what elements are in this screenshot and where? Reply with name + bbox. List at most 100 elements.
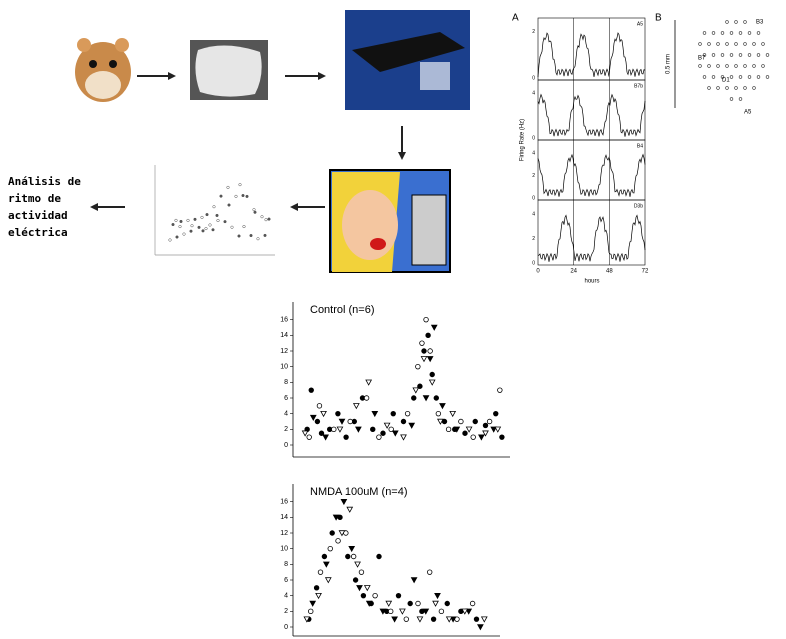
point [401, 419, 406, 424]
point [384, 423, 389, 428]
electrode [735, 43, 738, 46]
y-tick-label: 8 [284, 379, 288, 386]
label-line: ritmo de [8, 192, 61, 205]
point [421, 357, 426, 362]
electrode [744, 65, 747, 68]
point [422, 349, 427, 354]
point [483, 423, 488, 428]
point [356, 427, 361, 432]
mini-dot [264, 234, 267, 237]
panel-a: A502B7b04B4024D3b0240244872 [532, 18, 649, 275]
point [324, 562, 329, 567]
label-line: eléctrica [8, 226, 68, 239]
electrode [735, 87, 738, 90]
mini-dot [180, 220, 183, 223]
electrode [708, 43, 711, 46]
mini-dot [261, 215, 264, 218]
mini-dot [175, 219, 178, 222]
point [314, 586, 319, 591]
point [347, 507, 352, 512]
electrode [730, 76, 733, 79]
point [336, 411, 341, 416]
point [373, 593, 378, 598]
point [400, 609, 405, 614]
point [311, 415, 316, 420]
chamber [420, 62, 450, 90]
electrode [708, 65, 711, 68]
y-tick-label: 12 [280, 530, 288, 537]
electrode [748, 32, 751, 35]
electrode [757, 76, 760, 79]
arrow-head [318, 72, 326, 80]
point [436, 411, 441, 416]
y-tick-label: 4 [284, 411, 288, 418]
point [411, 396, 416, 401]
electrode [730, 54, 733, 57]
x-label: hours [584, 279, 599, 285]
mini-dot [235, 195, 238, 198]
mini-dot [190, 230, 193, 233]
point [361, 593, 366, 598]
point [493, 411, 498, 416]
electrode [739, 54, 742, 57]
mini-dot [242, 194, 245, 197]
electrode [730, 32, 733, 35]
point [470, 601, 475, 606]
point [430, 372, 435, 377]
point [463, 431, 468, 436]
point [348, 419, 353, 424]
electrode [739, 98, 742, 101]
y-tick-label: 2 [284, 426, 288, 433]
arrow-head [290, 203, 298, 211]
scale-label: 0.5 mm [666, 54, 672, 74]
trace-tick-label: 4 [532, 212, 535, 218]
y-tick-label: 0 [284, 624, 288, 631]
mini-dot [176, 236, 179, 239]
electrode-array [699, 21, 769, 101]
point [433, 601, 438, 606]
point [393, 431, 398, 436]
mini-dot [205, 227, 208, 230]
point [359, 570, 364, 575]
trace [538, 33, 645, 77]
point [413, 388, 418, 393]
mini-dot [254, 211, 257, 214]
point [323, 435, 328, 440]
electrode [739, 76, 742, 79]
y-tick-label: 14 [280, 514, 288, 521]
point [370, 427, 375, 432]
trace [538, 95, 645, 137]
mini-dot [227, 186, 230, 189]
electrode [717, 43, 720, 46]
mini-dot [239, 183, 242, 186]
mini-dot [228, 204, 231, 207]
electrode [699, 65, 702, 68]
mini-dot [238, 235, 241, 238]
electrode [757, 32, 760, 35]
point [479, 435, 484, 440]
point [307, 435, 312, 440]
point [408, 601, 413, 606]
point [439, 609, 444, 614]
point [321, 411, 326, 416]
y-tick-label: 2 [284, 608, 288, 615]
electrode [721, 32, 724, 35]
trace [538, 155, 645, 197]
point [417, 617, 422, 622]
point [416, 364, 421, 369]
electrode-label: D1 [722, 78, 730, 84]
mini-dot [224, 220, 227, 223]
electrode [748, 54, 751, 57]
electrode [730, 98, 733, 101]
point [430, 380, 435, 385]
point [386, 601, 391, 606]
trace-label: D3b [634, 203, 643, 209]
point [372, 411, 377, 416]
electrode [712, 76, 715, 79]
trace-tick-label: 0 [532, 195, 535, 201]
y-tick-label: 6 [284, 577, 288, 584]
point [349, 546, 354, 551]
x-tick-label: 24 [570, 269, 577, 275]
electrode [735, 21, 738, 24]
point [341, 499, 346, 504]
